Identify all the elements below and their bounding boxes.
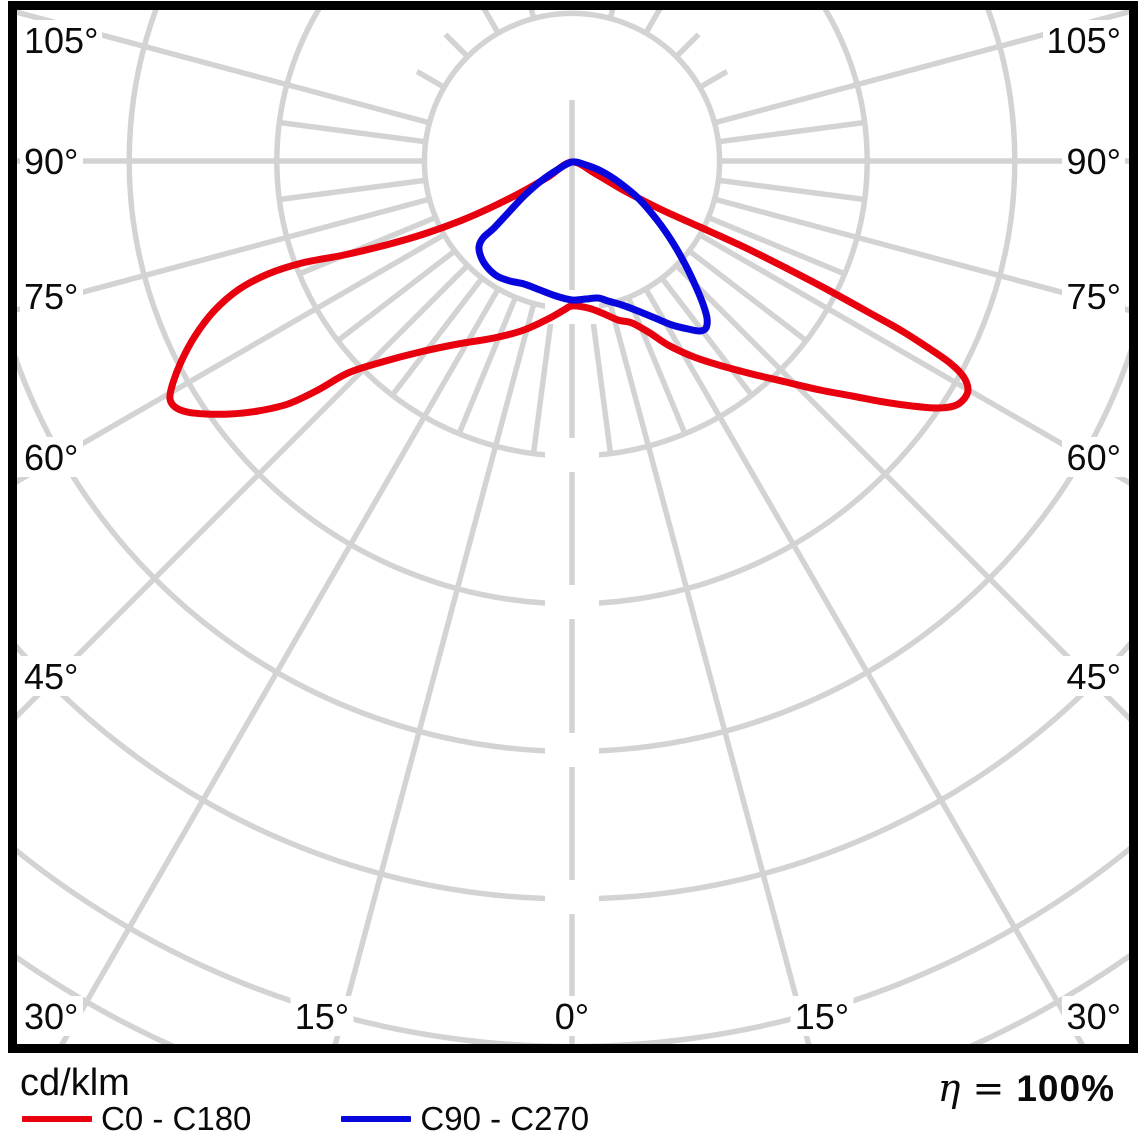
legend-label-c0-c180: C0 - C180 xyxy=(101,1100,252,1137)
eta-symbol: η = xyxy=(937,1066,1017,1110)
svg-text:75°: 75° xyxy=(24,276,78,317)
svg-text:60°: 60° xyxy=(1067,437,1121,478)
svg-text:15°: 15° xyxy=(795,996,849,1037)
svg-text:30°: 30° xyxy=(24,996,78,1037)
svg-text:45°: 45° xyxy=(24,656,78,697)
intensity-curves xyxy=(166,158,972,418)
plot-border xyxy=(8,1,1138,1053)
legend-label-c90-c270: C90 - C270 xyxy=(420,1100,590,1137)
legend-item-c90-c270: C90 - C270 xyxy=(341,1100,589,1138)
legend-swatch-blue xyxy=(341,1116,412,1122)
svg-text:75°: 75° xyxy=(1067,276,1121,317)
unit-label: cd/klm xyxy=(20,1062,130,1104)
efficiency-label: η = 100% xyxy=(938,1066,1115,1110)
svg-text:90°: 90° xyxy=(1067,141,1121,182)
svg-text:105°: 105° xyxy=(24,20,98,61)
svg-text:105°: 105° xyxy=(1047,20,1121,61)
svg-text:0°: 0° xyxy=(555,996,589,1037)
eta-value: 100% xyxy=(1016,1068,1115,1109)
legend-swatch-red xyxy=(22,1116,92,1122)
legend-item-c0-c180: C0 - C180 xyxy=(22,1100,251,1138)
svg-text:60°: 60° xyxy=(24,437,78,478)
svg-text:30°: 30° xyxy=(1067,996,1121,1037)
svg-text:90°: 90° xyxy=(24,141,78,182)
legend: C0 - C180 C90 - C270 xyxy=(22,1100,589,1138)
svg-text:15°: 15° xyxy=(295,996,349,1037)
svg-text:45°: 45° xyxy=(1067,656,1121,697)
angle-labels: 105° 90° 75° 60° 45° 30° 105° 90° 75° 60° 45° 30° 15… xyxy=(20,20,1125,1037)
